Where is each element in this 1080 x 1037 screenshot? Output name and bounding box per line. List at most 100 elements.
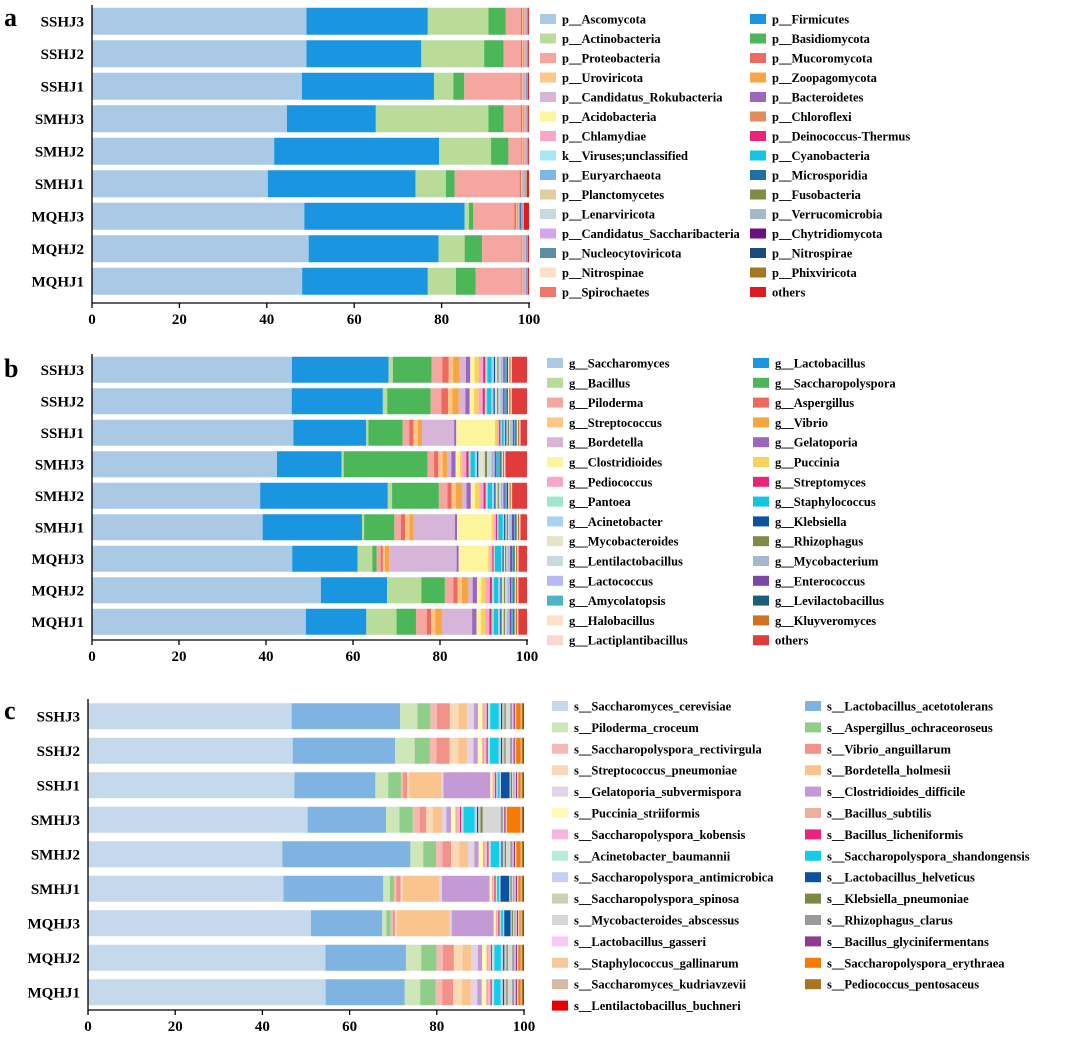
- bar-segment: [523, 910, 524, 937]
- bar-segment: [510, 772, 513, 799]
- bar-segment: [357, 545, 373, 572]
- bar-segment: [305, 608, 367, 635]
- bar-segment: [397, 910, 450, 937]
- legend-label: s__Acinetobacter_baumannii: [574, 849, 731, 863]
- legend-swatch: [750, 14, 766, 24]
- legend-swatch: [547, 358, 563, 368]
- bar-segment: [492, 772, 494, 799]
- legend-label: p__Planctomycetes: [562, 188, 664, 202]
- bar-segment: [436, 841, 443, 868]
- bar-segment: [511, 577, 514, 604]
- legend-swatch: [750, 53, 766, 63]
- bar-segment: [459, 841, 469, 868]
- bar-segment: [498, 356, 501, 383]
- bar-segment: [502, 910, 505, 937]
- bar-segment: [471, 944, 478, 971]
- legend-label: p__Uroviricota: [562, 71, 644, 85]
- bar-segment: [260, 482, 388, 509]
- bar-segment: [341, 451, 344, 478]
- bar-segment: [523, 737, 524, 764]
- legend-label: s__Vibrio_anguillarum: [827, 742, 951, 756]
- x-tick-label: 0: [84, 1019, 92, 1035]
- bar-segment: [510, 514, 512, 541]
- bar-segment: [412, 806, 420, 833]
- bar-segment: [493, 910, 496, 937]
- bar-segment: [494, 545, 502, 572]
- bar-segment: [517, 944, 519, 971]
- bar-segment: [521, 137, 523, 165]
- legend-label: g__Pantoea: [569, 495, 632, 509]
- bar-segment: [464, 202, 469, 230]
- bar-segment: [306, 40, 422, 68]
- legend-swatch: [805, 979, 821, 990]
- legend-swatch: [750, 111, 766, 122]
- legend-swatch: [753, 516, 769, 527]
- legend-swatch: [552, 701, 568, 711]
- bar-segment: [506, 514, 508, 541]
- bar-segment: [388, 356, 393, 383]
- bar-segment: [510, 419, 512, 446]
- bar-segment: [455, 267, 476, 295]
- legend-label: p__Basidiomycota: [772, 32, 871, 46]
- bar-segment: [514, 910, 516, 937]
- bar-segment: [505, 577, 508, 604]
- bar-segment: [501, 451, 503, 478]
- legend-label: p__Mucoromycota: [772, 52, 873, 66]
- legend-label: g__Lentilactobacillus: [569, 555, 683, 569]
- bar-segment: [92, 577, 321, 604]
- bar-segment: [517, 772, 519, 799]
- x-tick-label: 40: [255, 1019, 270, 1035]
- bar-segment: [501, 482, 503, 509]
- bar-segment: [475, 482, 480, 509]
- sample-label: SMHJ1: [35, 177, 84, 193]
- bar-segment: [395, 737, 415, 764]
- bar-segment: [483, 841, 486, 868]
- bar-segment: [493, 772, 496, 799]
- bar-segment: [516, 910, 519, 937]
- legend-label: s__Piloderma_croceum: [574, 721, 699, 735]
- bar-segment: [478, 806, 481, 833]
- bar-segment: [503, 419, 506, 446]
- bar-segment: [436, 703, 450, 730]
- bar-segment: [485, 577, 490, 604]
- bar-segment: [518, 545, 527, 572]
- legend-swatch: [750, 287, 766, 297]
- bar-segment: [476, 806, 479, 833]
- legend-swatch: [750, 92, 766, 102]
- sample-label: MQHJ2: [32, 242, 85, 258]
- bar-segment: [512, 841, 514, 868]
- legend-label: s__Lactobacillus_gasseri: [574, 935, 706, 949]
- bar-segment: [88, 875, 284, 902]
- bar-segment: [518, 577, 527, 604]
- bar-segment: [325, 979, 405, 1006]
- bar-segment: [508, 356, 510, 383]
- bar-segment: [491, 137, 509, 165]
- bar-segment: [478, 703, 483, 730]
- bar-segment: [267, 170, 416, 198]
- legend-label: s__Bacillus_licheniformis: [827, 828, 963, 842]
- bar-segment: [430, 703, 437, 730]
- bar-segment: [515, 577, 518, 604]
- bar-segment: [92, 202, 305, 230]
- bar-segment: [477, 451, 479, 478]
- legend-swatch: [547, 556, 563, 566]
- bar-segment: [488, 105, 504, 133]
- bar-segment: [450, 841, 460, 868]
- sample-label: SSHJ3: [41, 14, 84, 30]
- bar-segment: [461, 979, 471, 1006]
- bar-segment: [414, 737, 430, 764]
- bar-segment: [501, 419, 504, 446]
- legend-swatch: [805, 829, 821, 840]
- bar-segment: [493, 514, 496, 541]
- bar-segment: [505, 703, 511, 730]
- bar-segment: [433, 72, 454, 100]
- bar-segment: [494, 875, 496, 902]
- legend-label: g__Staphylococcus: [775, 495, 876, 509]
- legend-label: others: [775, 634, 808, 648]
- bar-segment: [491, 875, 494, 902]
- bar-segment: [473, 737, 478, 764]
- bar-segment: [474, 388, 479, 415]
- bar-segment: [506, 545, 508, 572]
- bar-segment: [512, 979, 515, 1006]
- bar-segment: [463, 806, 475, 833]
